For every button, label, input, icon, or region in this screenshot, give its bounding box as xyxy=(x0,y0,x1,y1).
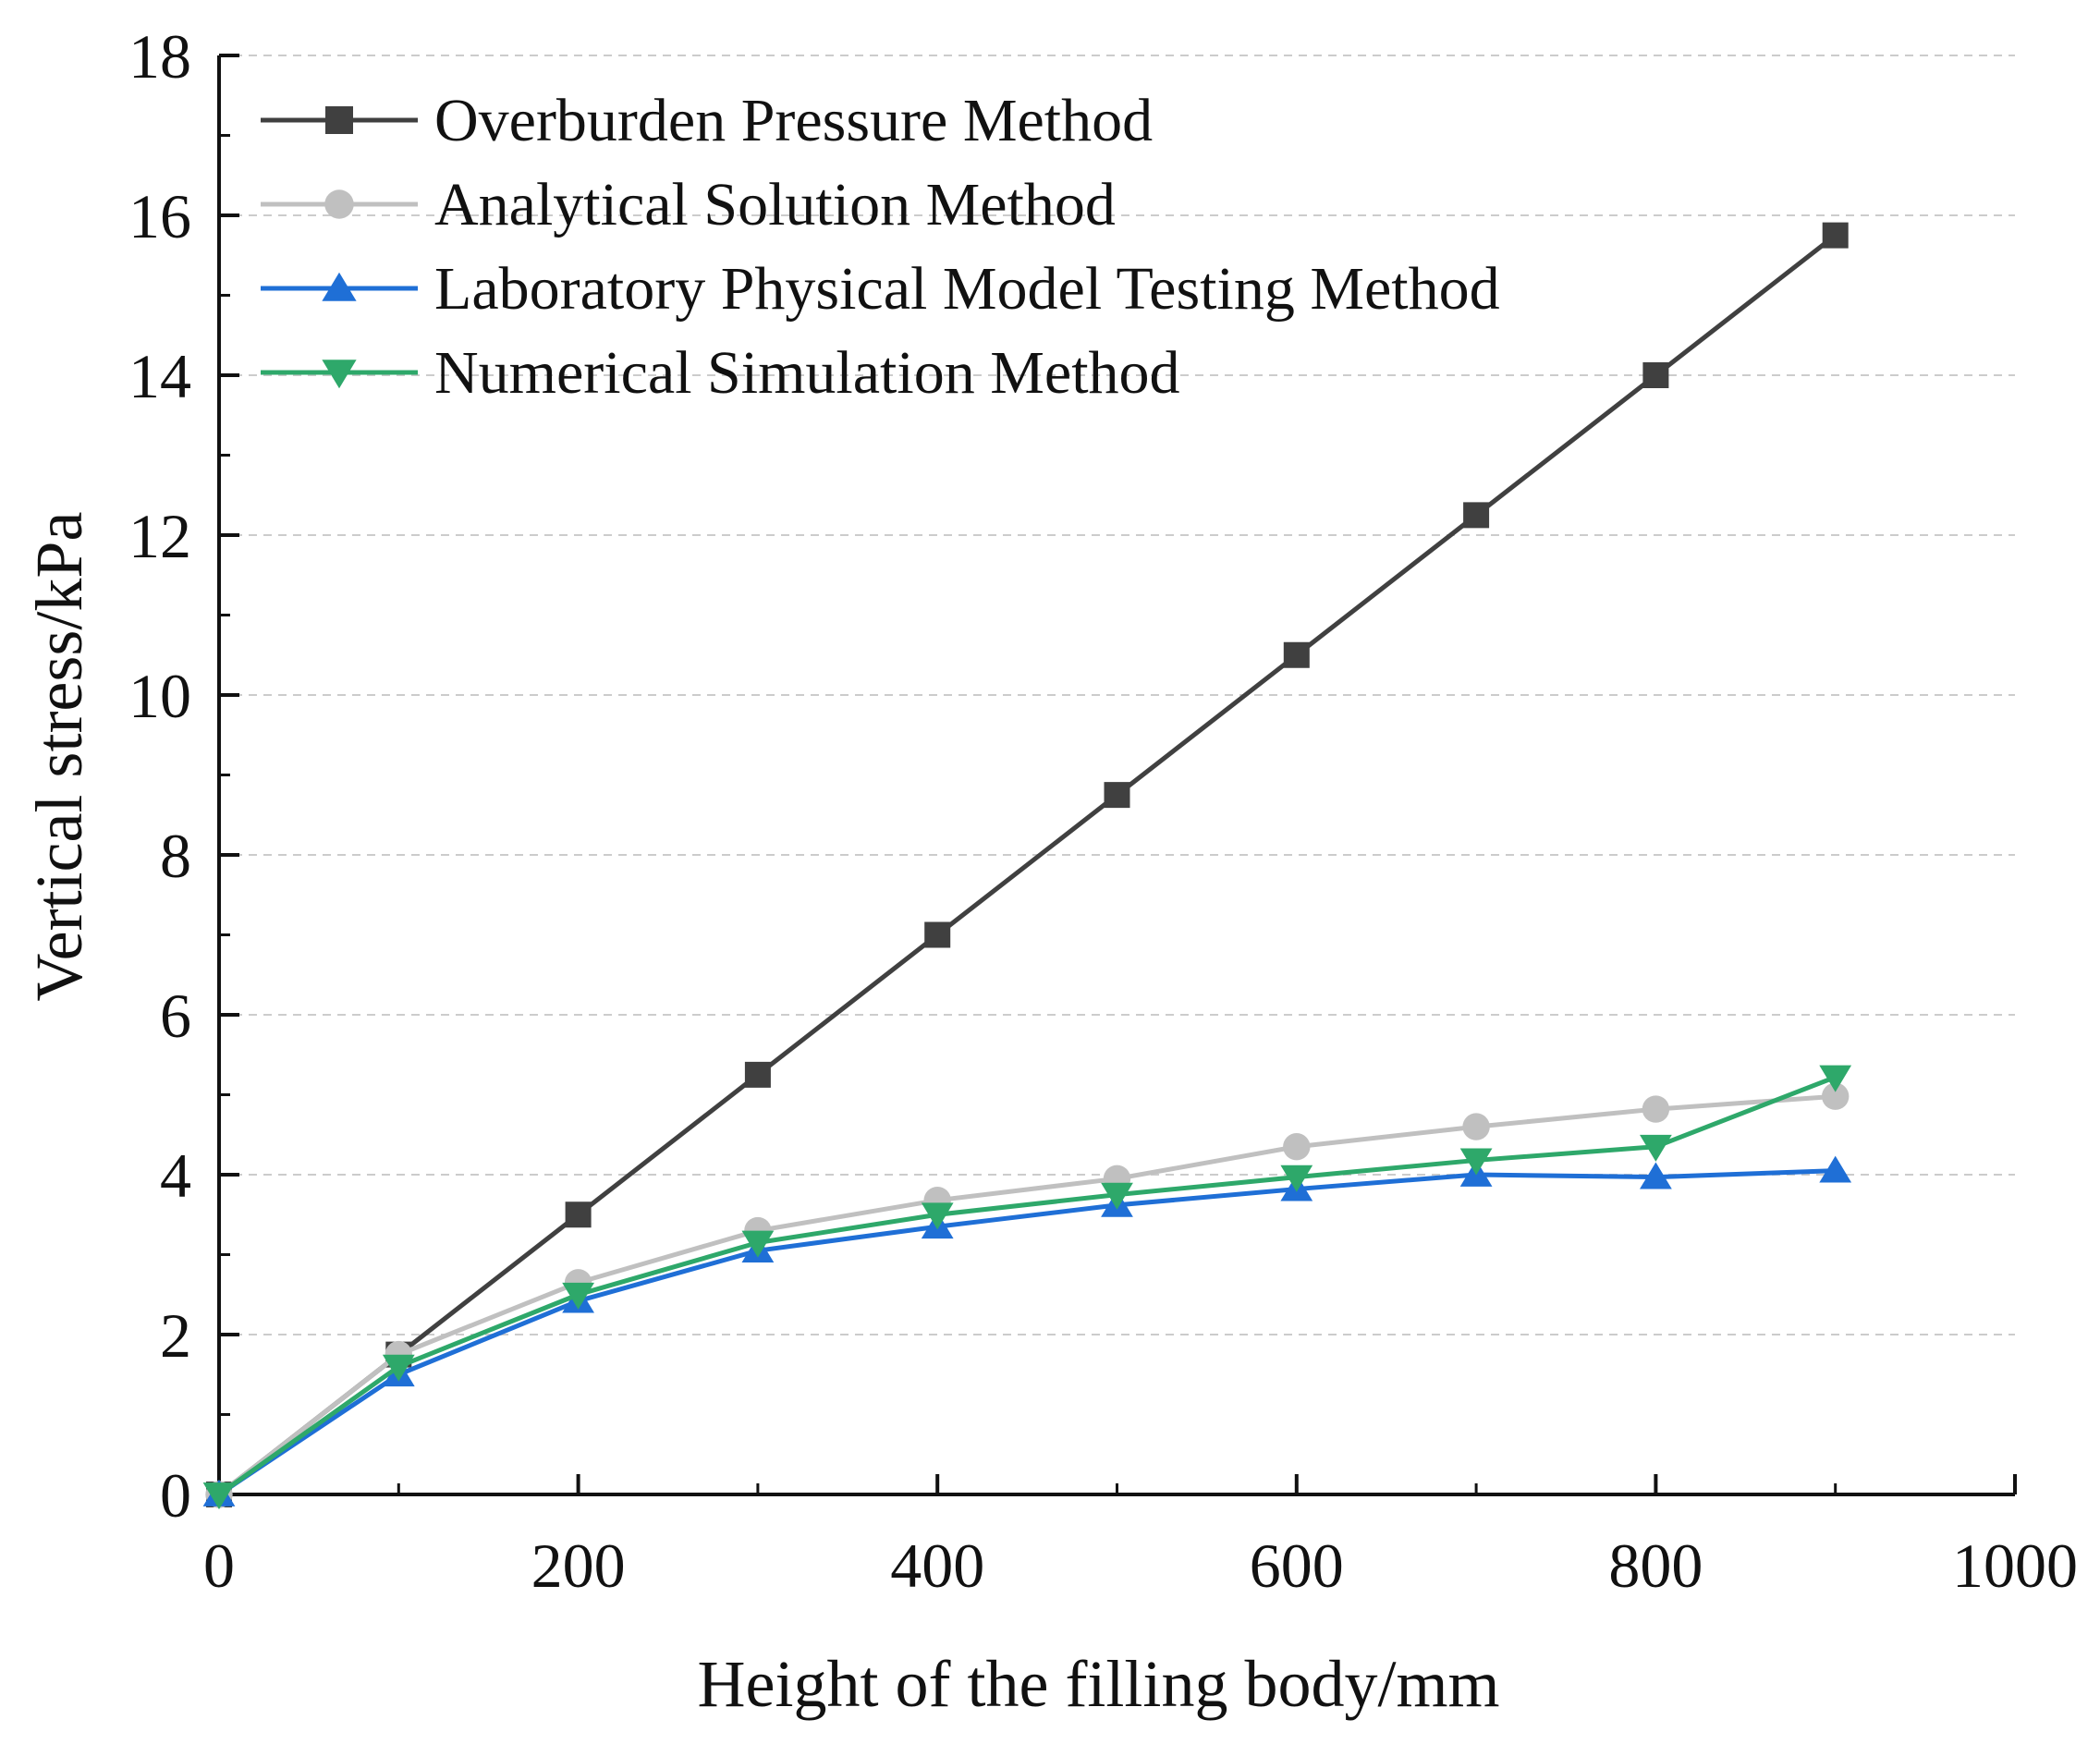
data-point xyxy=(562,1282,594,1310)
data-point xyxy=(741,1230,775,1258)
legend-item: Numerical Simulation Method xyxy=(261,339,1180,407)
legend-label: Numerical Simulation Method xyxy=(434,339,1180,407)
y-tick-label: 0 xyxy=(160,1460,191,1531)
x-tick-label: 800 xyxy=(1608,1531,1703,1601)
legend-item: Laboratory Physical Model Testing Method xyxy=(261,255,1500,323)
y-tick-label: 4 xyxy=(160,1140,191,1211)
gridlines xyxy=(219,55,2015,1335)
data-point xyxy=(1462,1113,1490,1140)
y-tick-label: 12 xyxy=(128,501,191,571)
legend-marker xyxy=(322,360,357,389)
data-point xyxy=(1463,502,1490,529)
legend-marker xyxy=(322,272,357,301)
data-point xyxy=(1642,1095,1670,1123)
data-point xyxy=(921,1202,954,1230)
legend: Overburden Pressure Method Analytical Sol… xyxy=(261,87,1500,407)
data-point xyxy=(202,1482,236,1510)
series-3 xyxy=(202,1155,1852,1506)
data-point xyxy=(924,921,951,948)
series-1 xyxy=(206,222,1849,1507)
x-tick-label: 200 xyxy=(531,1531,626,1601)
series-line xyxy=(217,1093,1836,1496)
legend-label: Analytical Solution Method xyxy=(434,171,1116,238)
series-2 xyxy=(205,1082,1850,1508)
data-point xyxy=(1640,1162,1672,1189)
data-point xyxy=(1283,1133,1311,1161)
y-axis-title: Vertical stress/kPa xyxy=(22,512,96,1002)
y-tick-label: 14 xyxy=(128,341,191,411)
data-point xyxy=(1640,1134,1672,1162)
data-point xyxy=(1642,362,1669,388)
x-axis-title: Height of the filling body/mm xyxy=(698,1647,1500,1721)
legend-marker xyxy=(325,106,353,134)
data-point xyxy=(565,1201,592,1228)
ticks: 0 2 4 6 8 10 12 14 16 18 0 200 400 600 800 1000 xyxy=(128,21,2078,1601)
data-point xyxy=(1459,1148,1493,1176)
series-line xyxy=(217,1168,1836,1497)
data-point xyxy=(1822,222,1849,249)
data-point xyxy=(744,1061,771,1088)
legend-item: Analytical Solution Method xyxy=(261,171,1116,238)
legend-label: Laboratory Physical Model Testing Method xyxy=(434,255,1500,323)
series xyxy=(202,222,1852,1510)
x-tick-label: 1000 xyxy=(1952,1531,2078,1601)
series-line xyxy=(217,1075,1837,1497)
data-point xyxy=(1101,1182,1133,1210)
data-point xyxy=(1104,782,1130,809)
y-tick-label: 10 xyxy=(128,661,191,731)
legend-item: Overburden Pressure Method xyxy=(261,87,1153,154)
legend-marker xyxy=(324,189,354,219)
data-point xyxy=(1822,1082,1850,1110)
data-point xyxy=(1283,641,1310,668)
legend-label: Overburden Pressure Method xyxy=(434,87,1153,154)
data-point xyxy=(382,1354,415,1382)
y-tick-label: 2 xyxy=(160,1300,191,1371)
x-tick-label: 0 xyxy=(203,1531,235,1601)
y-tick-label: 18 xyxy=(128,21,191,91)
x-tick-label: 600 xyxy=(1250,1531,1344,1601)
data-point xyxy=(1819,1065,1852,1092)
data-point xyxy=(1819,1155,1852,1183)
y-tick-label: 16 xyxy=(128,181,191,251)
y-tick-label: 6 xyxy=(160,981,191,1051)
series-4 xyxy=(202,1065,1852,1510)
series-line xyxy=(217,233,1838,1496)
data-point xyxy=(1280,1165,1313,1192)
x-tick-label: 400 xyxy=(890,1531,984,1601)
y-tick-label: 8 xyxy=(160,821,191,891)
